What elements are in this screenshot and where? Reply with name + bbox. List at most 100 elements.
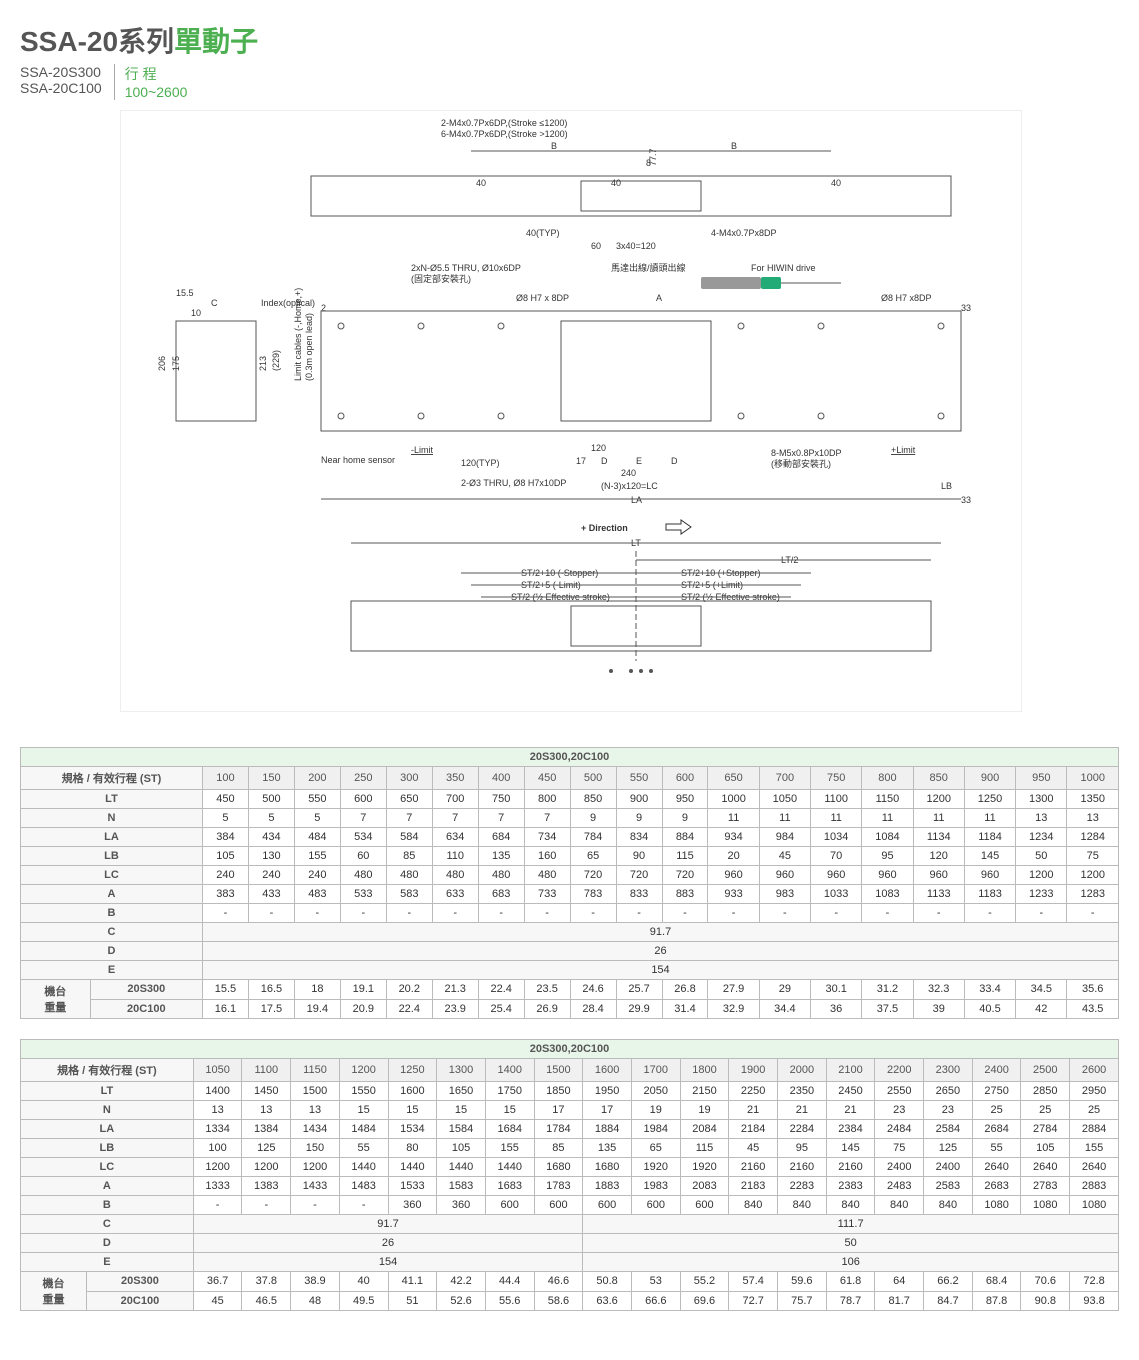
cell: 19.4 bbox=[294, 999, 340, 1019]
cell: 26.8 bbox=[662, 980, 708, 1000]
dwg-o8: Ø8 H7 x 8DP bbox=[516, 293, 569, 303]
cell: 13 bbox=[242, 1101, 291, 1120]
cell: 834 bbox=[616, 828, 662, 847]
cell: 21.3 bbox=[432, 980, 478, 1000]
model-2: SSA-20C100 bbox=[20, 80, 102, 96]
cell: 48 bbox=[291, 1291, 340, 1311]
cell: 1183 bbox=[964, 885, 1015, 904]
merged-cell: 26 bbox=[202, 942, 1118, 961]
cell: - bbox=[616, 904, 662, 923]
cell: 1080 bbox=[972, 1196, 1021, 1215]
cell: 684 bbox=[478, 828, 524, 847]
cell: - bbox=[759, 904, 810, 923]
cell: 13 bbox=[1016, 809, 1067, 828]
merged-cell: 154 bbox=[202, 961, 1118, 980]
cell: 483 bbox=[294, 885, 340, 904]
cell: 63.6 bbox=[583, 1291, 632, 1311]
cell: 840 bbox=[924, 1196, 973, 1215]
cell: 75 bbox=[1067, 847, 1119, 866]
cell: 93.8 bbox=[1070, 1291, 1119, 1311]
cell: 2883 bbox=[1070, 1177, 1119, 1196]
col-header: 700 bbox=[759, 767, 810, 790]
cell: 55 bbox=[339, 1139, 388, 1158]
cell: 960 bbox=[964, 866, 1015, 885]
cell: 11 bbox=[862, 809, 913, 828]
cell: 34.4 bbox=[759, 999, 810, 1019]
cell: 145 bbox=[826, 1139, 875, 1158]
cell: 46.6 bbox=[534, 1272, 583, 1292]
cell: 2683 bbox=[972, 1177, 1021, 1196]
col-header: 1200 bbox=[339, 1059, 388, 1082]
col-header: 500 bbox=[570, 767, 616, 790]
cell: 27.9 bbox=[708, 980, 759, 1000]
weight-row-header: 20S300 bbox=[90, 980, 202, 1000]
cell: 1920 bbox=[631, 1158, 680, 1177]
cell: 41.1 bbox=[388, 1272, 437, 1292]
cell: 840 bbox=[826, 1196, 875, 1215]
cell: 1533 bbox=[388, 1177, 437, 1196]
dwg-la: LA bbox=[631, 495, 642, 505]
cell: 15 bbox=[388, 1101, 437, 1120]
cell: 42 bbox=[1016, 999, 1067, 1019]
cell: 160 bbox=[524, 847, 570, 866]
title-suffix: 單動子 bbox=[174, 20, 258, 60]
cell: 2783 bbox=[1021, 1177, 1070, 1196]
model-block: SSA-20S300 SSA-20C100 行 程 100~2600 bbox=[20, 64, 1119, 100]
cell: 1083 bbox=[862, 885, 913, 904]
cell: 38.9 bbox=[291, 1272, 340, 1292]
cell: 1683 bbox=[485, 1177, 534, 1196]
col-header: 1800 bbox=[680, 1059, 729, 1082]
cell: 24.6 bbox=[570, 980, 616, 1000]
cell: 1650 bbox=[437, 1082, 486, 1101]
cell: 26.9 bbox=[524, 999, 570, 1019]
cell: 33.4 bbox=[964, 980, 1015, 1000]
row-header: A bbox=[21, 885, 203, 904]
cell: 850 bbox=[570, 790, 616, 809]
cell: 1440 bbox=[437, 1158, 486, 1177]
cell: 115 bbox=[662, 847, 708, 866]
cell: - bbox=[524, 904, 570, 923]
row-header: D bbox=[21, 942, 203, 961]
cell: 37.8 bbox=[242, 1272, 291, 1292]
cell: - bbox=[1016, 904, 1067, 923]
cell: 40 bbox=[339, 1272, 388, 1292]
cell: 240 bbox=[248, 866, 294, 885]
cell: 125 bbox=[924, 1139, 973, 1158]
cell: 1433 bbox=[291, 1177, 340, 1196]
cell: 750 bbox=[478, 790, 524, 809]
merged-cell: 91.7 bbox=[193, 1215, 583, 1234]
dwg-hiwin: For HIWIN drive bbox=[751, 263, 816, 273]
cell: 28.4 bbox=[570, 999, 616, 1019]
cell: 95 bbox=[862, 847, 913, 866]
col-header: 1150 bbox=[291, 1059, 340, 1082]
cell: 5 bbox=[248, 809, 294, 828]
dwg-155: 15.5 bbox=[176, 288, 194, 298]
col-header: 1400 bbox=[485, 1059, 534, 1082]
dwg-a: A bbox=[656, 293, 662, 303]
cell: 840 bbox=[729, 1196, 778, 1215]
weight-row-header: 20C100 bbox=[90, 999, 202, 1019]
cell: 95 bbox=[778, 1139, 827, 1158]
col-header: 1900 bbox=[729, 1059, 778, 1082]
dwg-b1: B bbox=[551, 141, 557, 151]
cell: 46.5 bbox=[242, 1291, 291, 1311]
cell: 1133 bbox=[913, 885, 964, 904]
cell: 1050 bbox=[759, 790, 810, 809]
cell: 883 bbox=[662, 885, 708, 904]
cell: 1300 bbox=[1016, 790, 1067, 809]
cell: 29 bbox=[759, 980, 810, 1000]
cell: 733 bbox=[524, 885, 570, 904]
cell: 21 bbox=[826, 1101, 875, 1120]
cell: 2250 bbox=[729, 1082, 778, 1101]
cell: 11 bbox=[708, 809, 759, 828]
cell: 31.4 bbox=[662, 999, 708, 1019]
row-header: C bbox=[21, 923, 203, 942]
cell: 2400 bbox=[875, 1158, 924, 1177]
cell: 600 bbox=[534, 1196, 583, 1215]
cell: 1284 bbox=[1067, 828, 1119, 847]
cell: 61.8 bbox=[826, 1272, 875, 1292]
row-header: B bbox=[21, 904, 203, 923]
cell: 1184 bbox=[964, 828, 1015, 847]
cell: 25 bbox=[1070, 1101, 1119, 1120]
cell: 87.8 bbox=[972, 1291, 1021, 1311]
